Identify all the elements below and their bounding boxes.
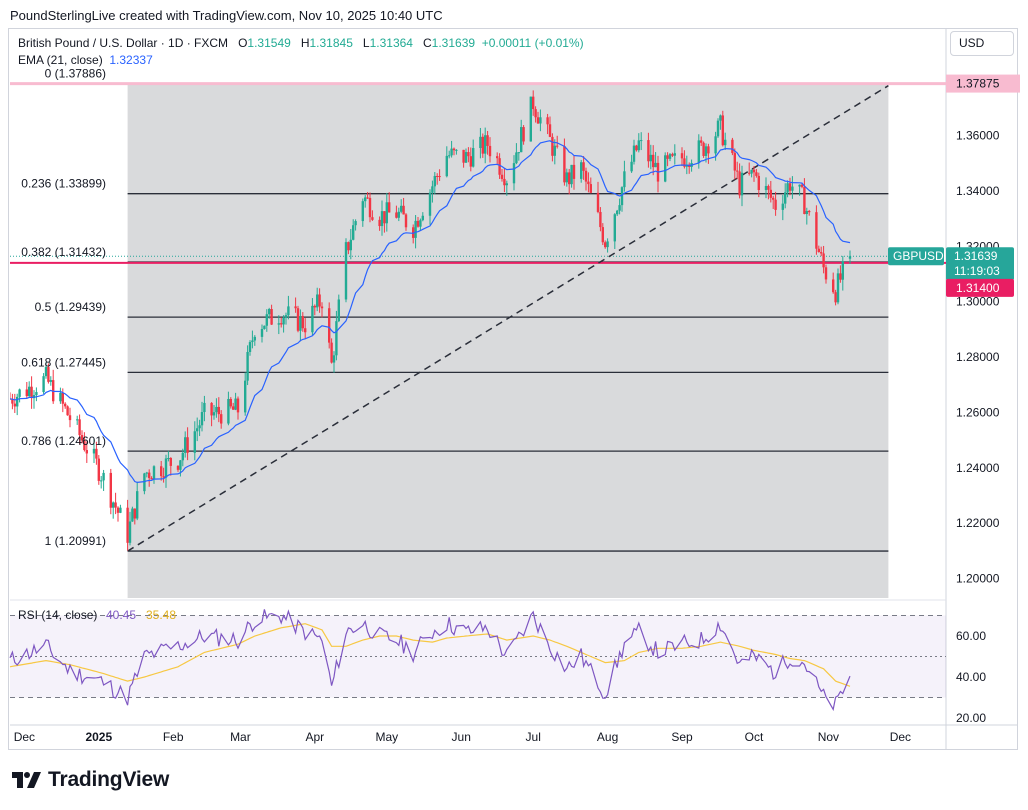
open-value: 1.31549 bbox=[247, 36, 291, 50]
close-value: 1.31639 bbox=[431, 36, 476, 50]
tradingview-wordmark: TradingView bbox=[48, 768, 170, 791]
tradingview-logo-icon bbox=[12, 772, 41, 788]
chart-legend: British Pound / U.S. Dollar · 1D · FXCM … bbox=[18, 35, 584, 69]
change-value: +0.00011 (+0.01%) bbox=[481, 36, 584, 50]
low-value: 1.31364 bbox=[369, 36, 413, 50]
high-label: H bbox=[300, 36, 310, 50]
attribution-text: PoundSterlingLive created with TradingVi… bbox=[10, 8, 443, 23]
tradingview-footer: TradingView bbox=[12, 768, 169, 792]
currency-button[interactable]: USD bbox=[950, 31, 1014, 56]
low-label: L bbox=[362, 36, 370, 50]
open-label: O bbox=[238, 36, 248, 50]
chart-frame bbox=[8, 28, 1018, 750]
high-value: 1.31845 bbox=[309, 36, 353, 50]
ema-label[interactable]: EMA (21, close) bbox=[18, 53, 103, 67]
symbol-name[interactable]: British Pound / U.S. Dollar · 1D · FXCM bbox=[18, 36, 229, 50]
close-label: C bbox=[423, 36, 432, 50]
ema-row: EMA (21, close) 1.32337 bbox=[18, 52, 584, 69]
ema-value: 1.32337 bbox=[109, 53, 153, 67]
symbol-ohlc-row: British Pound / U.S. Dollar · 1D · FXCM … bbox=[18, 35, 584, 52]
